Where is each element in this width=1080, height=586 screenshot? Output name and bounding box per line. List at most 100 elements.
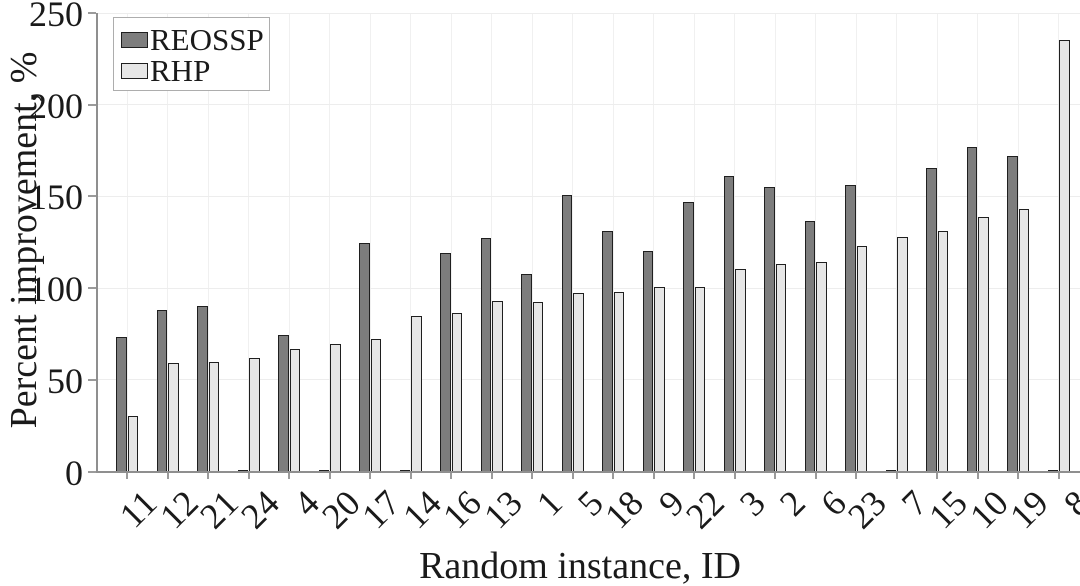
x-tick-label-anchor-20: 20: [305, 483, 368, 537]
bar-rhp-9: [654, 287, 665, 472]
x-tick-label-2: 2: [771, 482, 813, 524]
x-tick-22: [693, 471, 695, 479]
grid-line-x-11: [126, 13, 128, 472]
grid-line-x-21: [207, 13, 209, 472]
x-tick-label-anchor-18: 18: [588, 483, 651, 537]
y-tick-50: [88, 378, 96, 381]
grid-line-x-13: [491, 13, 492, 472]
bar-rhp-1: [532, 301, 543, 472]
x-tick-15: [936, 471, 938, 479]
bar-reossp-5: [561, 194, 572, 472]
legend-entry-rhp: RHP: [121, 55, 269, 86]
bar-rhp-5: [573, 292, 584, 472]
y-tick-label-150: 150: [29, 177, 83, 218]
x-tick-label-1: 1: [528, 482, 570, 524]
legend: REOSSP RHP: [113, 17, 270, 91]
y-tick-label-200: 200: [29, 85, 83, 126]
grid-line-x-6: [815, 13, 816, 472]
x-tick-label-anchor-17: 17: [345, 483, 408, 537]
x-tick-17: [369, 471, 371, 479]
grid-line-x-4: [288, 13, 290, 472]
bar-reossp-3: [723, 176, 734, 472]
y-tick-label-100: 100: [29, 269, 83, 310]
x-tick-label-anchor-12: 12: [143, 483, 206, 537]
bar-reossp-18: [602, 231, 613, 472]
bar-rhp-15: [937, 231, 948, 472]
bar-reossp-15: [926, 167, 937, 472]
x-tick-label-anchor-5: 5: [566, 483, 610, 524]
x-tick-label-anchor-2: 2: [768, 483, 813, 524]
x-tick-5: [571, 471, 574, 479]
grid-line-x-18: [612, 13, 614, 472]
x-tick-20: [328, 471, 331, 479]
grid-line-x-8: [1058, 13, 1059, 472]
x-tick-19: [1017, 471, 1019, 479]
legend-swatch-reossp: [121, 31, 148, 48]
bar-reossp-11: [116, 336, 127, 472]
x-tick-label-anchor-16: 16: [426, 483, 489, 537]
grid-line-x-9: [653, 13, 654, 472]
legend-entry-reossp: REOSSP: [121, 24, 269, 55]
x-tick-16: [450, 471, 452, 479]
x-tick-3: [733, 471, 736, 479]
x-tick-label-anchor-8: 8: [1052, 483, 1080, 524]
bar-rhp-13: [492, 300, 503, 472]
bar-rhp-22: [694, 287, 705, 472]
grid-line-x-16: [450, 13, 452, 472]
y-axis-line: [95, 13, 98, 472]
bar-rhp-12: [168, 363, 179, 472]
x-tick-label-24: 24: [232, 482, 287, 537]
grid-line-y-50: [97, 379, 1080, 381]
grid-line-x-3: [734, 13, 735, 472]
grid-line-x-1: [531, 13, 533, 472]
x-tick-11: [126, 471, 128, 479]
x-tick-8: [1057, 471, 1060, 479]
x-tick-label-23: 23: [840, 482, 894, 537]
grid-line-x-7: [896, 13, 897, 472]
bar-reossp-4: [278, 334, 289, 472]
grid-line-x-17: [369, 13, 371, 472]
y-tick-150: [88, 195, 96, 198]
grid-line-y-200: [97, 104, 1080, 106]
bar-reossp-19: [1007, 156, 1018, 472]
legend-label-reossp: REOSSP: [150, 22, 264, 57]
bar-rhp-4: [289, 348, 300, 472]
bar-rhp-16: [451, 312, 462, 472]
bar-rhp-7: [897, 236, 908, 472]
bar-reossp-6: [804, 221, 815, 472]
bar-reossp-13: [480, 237, 491, 472]
x-tick-12: [166, 471, 169, 479]
grid-line-x-22: [693, 13, 695, 472]
legend-label-rhp: RHP: [150, 53, 211, 88]
x-tick-23: [855, 471, 857, 479]
bar-rhp-14: [411, 315, 422, 472]
y-tick-200: [88, 103, 96, 106]
bar-reossp-1: [521, 274, 532, 472]
bar-rhp-24: [249, 357, 260, 472]
bar-reossp-16: [440, 253, 451, 472]
bar-rhp-6: [816, 262, 827, 472]
legend-swatch-rhp: [121, 62, 148, 79]
x-tick-label-anchor-7: 7: [890, 483, 934, 524]
x-tick-24: [247, 471, 250, 479]
grid-line-x-5: [572, 13, 573, 472]
bar-rhp-2: [775, 264, 786, 472]
grid-line-x-14: [410, 13, 411, 472]
bar-rhp-11: [127, 416, 138, 472]
bar-rhp-8: [1059, 39, 1070, 472]
bar-reossp-12: [156, 310, 167, 472]
x-tick-1: [531, 471, 533, 479]
grid-line-x-24: [248, 13, 249, 472]
grid-line-x-23: [855, 13, 857, 472]
y-tick-100: [88, 287, 96, 290]
x-tick-21: [207, 471, 209, 479]
bar-reossp-9: [642, 250, 653, 472]
y-tick-label-0: 0: [65, 452, 83, 493]
x-tick-label-8: 8: [1055, 482, 1080, 524]
x-tick-label-19: 19: [1002, 482, 1056, 537]
y-tick-label-50: 50: [47, 360, 83, 401]
x-tick-13: [490, 471, 493, 479]
x-tick-7: [895, 471, 898, 479]
x-axis-line: [95, 470, 1080, 473]
bar-rhp-21: [208, 362, 219, 472]
